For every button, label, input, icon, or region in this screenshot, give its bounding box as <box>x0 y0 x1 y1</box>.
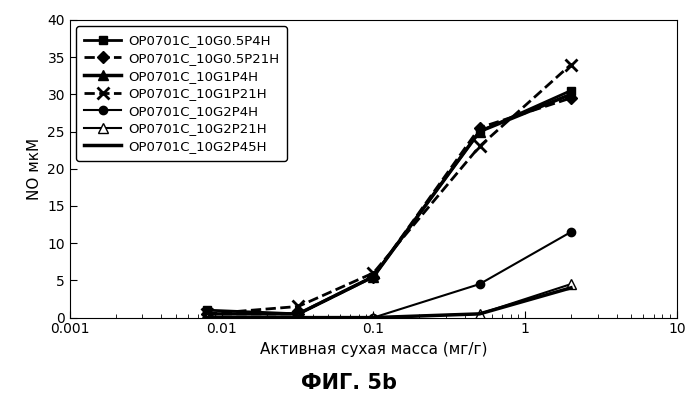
OP0701C_10G0.5P21H <box>369 274 378 279</box>
OP0701C_10G1P4H <box>294 312 302 316</box>
OP0701C_10G2P4H <box>475 282 484 287</box>
OP0701C_10G2P4H <box>369 315 378 320</box>
Line: OP0701C_10G0.5P21H: OP0701C_10G0.5P21H <box>202 94 575 318</box>
Line: OP0701C_10G1P4H: OP0701C_10G1P4H <box>202 89 576 319</box>
OP0701C_10G0.5P21H <box>567 96 575 100</box>
OP0701C_10G2P21H <box>202 315 211 320</box>
OP0701C_10G2P45H <box>202 315 211 320</box>
OP0701C_10G2P4H <box>294 315 302 320</box>
OP0701C_10G1P4H <box>202 312 211 316</box>
OP0701C_10G2P45H <box>294 315 302 320</box>
OP0701C_10G1P21H <box>369 271 378 276</box>
OP0701C_10G0.5P4H <box>294 312 302 316</box>
OP0701C_10G0.5P21H <box>475 125 484 130</box>
OP0701C_10G2P45H <box>369 315 378 320</box>
Line: OP0701C_10G2P45H: OP0701C_10G2P45H <box>207 288 571 318</box>
OP0701C_10G2P21H <box>369 315 378 320</box>
Y-axis label: NO мкМ: NO мкМ <box>27 138 42 200</box>
OP0701C_10G1P4H <box>475 129 484 134</box>
OP0701C_10G1P21H <box>567 62 575 67</box>
Line: OP0701C_10G1P21H: OP0701C_10G1P21H <box>201 59 577 320</box>
OP0701C_10G2P21H <box>475 312 484 316</box>
OP0701C_10G2P4H <box>567 229 575 234</box>
OP0701C_10G2P45H <box>567 285 575 290</box>
OP0701C_10G0.5P4H <box>475 129 484 134</box>
Legend: OP0701C_10G0.5P4H, OP0701C_10G0.5P21H, OP0701C_10G1P4H, OP0701C_10G1P21H, OP0701: OP0701C_10G0.5P4H, OP0701C_10G0.5P21H, O… <box>76 27 287 161</box>
OP0701C_10G0.5P4H <box>369 274 378 279</box>
OP0701C_10G0.5P21H <box>202 312 211 316</box>
OP0701C_10G1P4H <box>369 274 378 279</box>
OP0701C_10G1P21H <box>202 312 211 316</box>
Line: OP0701C_10G0.5P4H: OP0701C_10G0.5P4H <box>202 87 575 318</box>
OP0701C_10G1P21H <box>294 304 302 309</box>
OP0701C_10G2P45H <box>475 312 484 316</box>
OP0701C_10G1P4H <box>567 92 575 96</box>
OP0701C_10G1P21H <box>475 144 484 149</box>
OP0701C_10G0.5P4H <box>567 88 575 93</box>
OP0701C_10G2P21H <box>567 282 575 287</box>
OP0701C_10G2P4H <box>202 315 211 320</box>
OP0701C_10G2P21H <box>294 317 302 322</box>
OP0701C_10G0.5P21H <box>294 312 302 316</box>
OP0701C_10G0.5P4H <box>202 308 211 312</box>
X-axis label: Активная сухая масса (мг/г): Активная сухая масса (мг/г) <box>260 342 487 357</box>
Line: OP0701C_10G2P21H: OP0701C_10G2P21H <box>202 279 576 324</box>
Text: ФИГ. 5b: ФИГ. 5b <box>301 373 397 393</box>
Line: OP0701C_10G2P4H: OP0701C_10G2P4H <box>202 228 575 322</box>
